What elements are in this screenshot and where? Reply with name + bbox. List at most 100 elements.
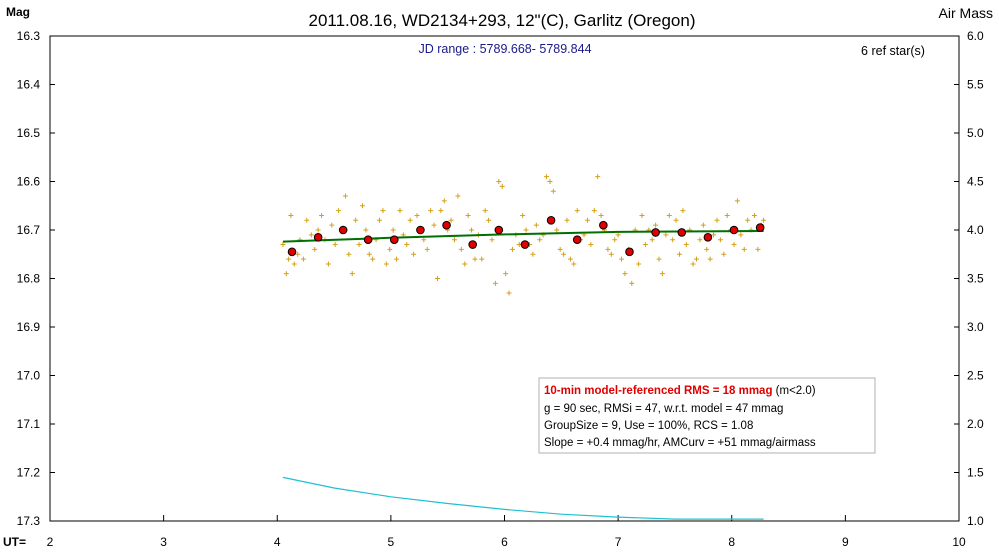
raw-point [761,217,767,223]
raw-point [608,251,614,257]
jd-range-label: JD range : 5789.668- 5789.844 [418,42,591,56]
raw-point [448,217,454,223]
binned-point [625,247,634,257]
raw-point [663,232,669,238]
raw-point [377,217,383,223]
y2-tick-label: 3.0 [967,320,984,334]
raw-point [503,271,509,277]
raw-point [383,261,389,267]
y-tick-label: 16.3 [17,29,41,43]
binned-series [287,216,765,257]
raw-point [584,217,590,223]
raw-point [486,217,492,223]
raw-point [482,208,488,214]
raw-point [656,256,662,262]
chart-title: 2011.08.16, WD2134+293, 12"(C), Garlitz … [309,11,696,30]
y2-tick-label: 4.5 [967,175,984,189]
raw-point [591,208,597,214]
binned-point [729,225,739,235]
binned-point [416,225,425,235]
y2-tick-label: 4.0 [967,223,984,237]
x-tick-label: 7 [615,535,622,549]
raw-point [319,212,325,218]
binned-point [468,240,477,249]
raw-point [745,217,751,223]
stats-rms-condition: (m<2.0) [772,385,815,397]
ref-stars-label: 6 ref star(s) [861,44,925,58]
raw-point [452,237,458,243]
raw-point [615,232,621,238]
raw-point [704,246,710,252]
raw-point [639,212,645,218]
x-axis-ticks: 2 3 4 5 6 7 8 9 10 [47,515,966,549]
y-tick-label: 17.3 [17,514,41,528]
x-tick-label: 3 [160,535,167,549]
binned-point [442,220,451,230]
y-tick-label: 17.1 [17,417,41,431]
raw-point [332,242,338,248]
stats-line-2: g = 90 sec, RMSi = 47, w.r.t. model = 47… [544,403,783,415]
raw-point [407,217,413,223]
raw-point [629,280,635,286]
raw-point [557,246,563,252]
raw-point [288,212,294,218]
raw-point [653,222,659,228]
raw-point [707,256,713,262]
x-tick-label: 5 [388,535,395,549]
y-tick-label: 16.9 [17,320,41,334]
y-axis-label-mag: Mag [6,5,30,19]
binned-point [287,247,297,257]
raw-point [349,271,355,277]
y2-tick-label: 1.0 [967,514,984,528]
airmass-series [282,476,764,520]
x-tick-label: 2 [47,535,54,549]
raw-point [561,251,567,257]
raw-point [550,188,556,194]
raw-point [496,179,502,184]
y2-tick-label: 5.0 [967,126,984,140]
stats-rms-line: 10-min model-referenced RMS = 18 mmag (m… [544,385,816,397]
raw-point [363,227,369,233]
raw-point [588,242,594,248]
raw-point [370,256,376,262]
raw-point [291,261,297,267]
raw-point [670,237,676,243]
raw-point [659,271,665,277]
raw-point [414,212,420,218]
raw-point [680,208,686,214]
raw-point [342,193,348,199]
model-line [282,230,764,243]
raw-point [308,232,314,238]
raw-point [280,242,286,248]
raw-point [441,198,447,204]
raw-point [554,227,560,233]
raw-point [724,212,730,218]
binned-point [546,216,556,225]
raw-point [336,208,342,214]
raw-point [683,242,689,248]
raw-point [346,251,352,257]
y2-tick-label: 6.0 [967,29,984,43]
raw-point [544,174,550,180]
raw-point [567,256,573,262]
x-axis-label-ut: UT= [3,535,26,549]
stats-line-3: GroupSize = 9, Use = 100%, RCS = 1.08 [544,420,753,432]
raw-point [574,208,580,214]
binned-point [494,225,504,235]
binned-point [363,235,373,244]
raw-point [359,203,365,209]
binned-point [651,228,660,237]
y2-tick-label: 2.0 [967,417,984,431]
raw-point [411,251,417,257]
raw-point [751,212,757,218]
binned-point [520,240,530,249]
raw-point [353,217,359,223]
y2-tick-label: 5.5 [967,78,984,92]
y-tick-label: 16.6 [17,175,41,189]
raw-point [533,222,539,228]
raw-point [598,212,604,218]
y2-axis-ticks: 6.0 5.5 5.0 4.5 4.0 3.5 3.0 2.5 2.0 1.5 1.0 [954,29,984,528]
raw-point [472,256,478,262]
raw-point [520,212,526,218]
raw-point [612,237,618,243]
